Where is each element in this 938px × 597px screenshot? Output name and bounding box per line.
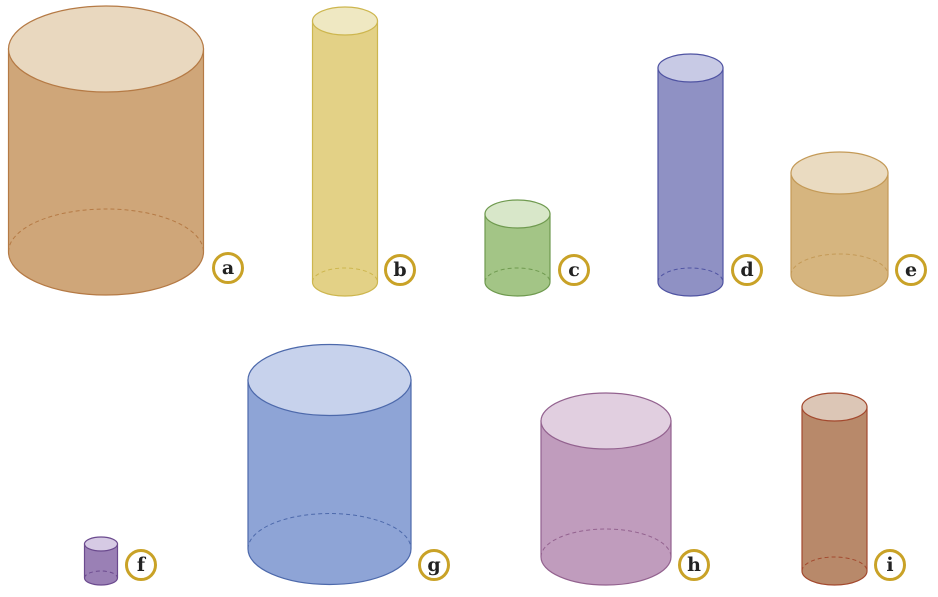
label-a-ring [212,252,244,284]
cylinder-d-hidden-base-edge [657,267,724,283]
label-h-ring [678,549,710,581]
cylinder-e: e [790,151,927,297]
cylinder-b-top [311,6,379,36]
cylinder-b-hidden-base-edge [312,267,378,283]
cylinders-layer: a b c d e f g h i [7,5,927,586]
label-i-text: i [886,554,893,576]
cylinder-g-hidden-base-edge [247,513,412,550]
cylinder-d-top [657,53,724,83]
cylinder-g: g [247,343,450,586]
cylinder-i-body [801,406,868,586]
label-c-text: c [568,259,580,281]
label-f-ring [125,549,157,581]
label-b-ring [384,254,416,286]
label-g-text: g [427,554,440,576]
cylinder-g-top [247,343,412,417]
label-b: b [384,254,416,286]
cylinder-a-hidden-base-edge [8,208,204,253]
cylinder-f-top [83,536,119,552]
cylinder-a-top [7,5,205,93]
cylinder-c: c [484,199,590,297]
label-d-text: d [740,259,753,281]
cylinder-b: b [311,6,416,297]
cylinder-a-body [7,48,205,296]
cylinder-d-body [657,67,724,297]
cylinder-c-hidden-base-edge [484,267,551,283]
label-c-ring [558,254,590,286]
label-h-text: h [687,554,701,576]
cylinder-d: d [657,53,763,297]
cylinder-i-hidden-base-edge [801,556,868,572]
cylinder-g-body [247,379,412,586]
label-d-ring [731,254,763,286]
cylinder-e-hidden-base-edge [790,253,889,276]
cylinder-i-top [801,392,868,422]
cylinder-e-top [790,151,889,195]
label-i-ring [874,549,906,581]
label-f: f [125,549,157,581]
cylinder-h-body [540,420,672,586]
cylinder-f: f [83,536,157,586]
label-g: g [418,549,450,581]
label-g-ring [418,549,450,581]
label-f-text: f [137,554,147,576]
cylinder-f-hidden-base-edge [84,570,118,579]
label-e-ring [895,254,927,286]
label-a-text: a [222,257,234,279]
label-h: h [678,549,710,581]
label-c: c [558,254,590,286]
cylinder-a: a [7,5,244,296]
label-b-text: b [393,259,406,281]
cylinder-h-top [540,392,672,450]
cylinder-h-hidden-base-edge [540,528,672,558]
cylinder-b-body [311,20,379,297]
cylinder-h: h [540,392,710,586]
cylinder-c-top [484,199,551,229]
label-i: i [874,549,906,581]
label-e: e [895,254,927,286]
label-d: d [731,254,763,286]
label-e-text: e [905,259,917,281]
cylinder-i: i [801,392,906,586]
cylinder-f-body [83,543,119,586]
cylinder-c-body [484,213,551,297]
cylinder-e-body [790,172,889,297]
label-a: a [212,252,244,284]
